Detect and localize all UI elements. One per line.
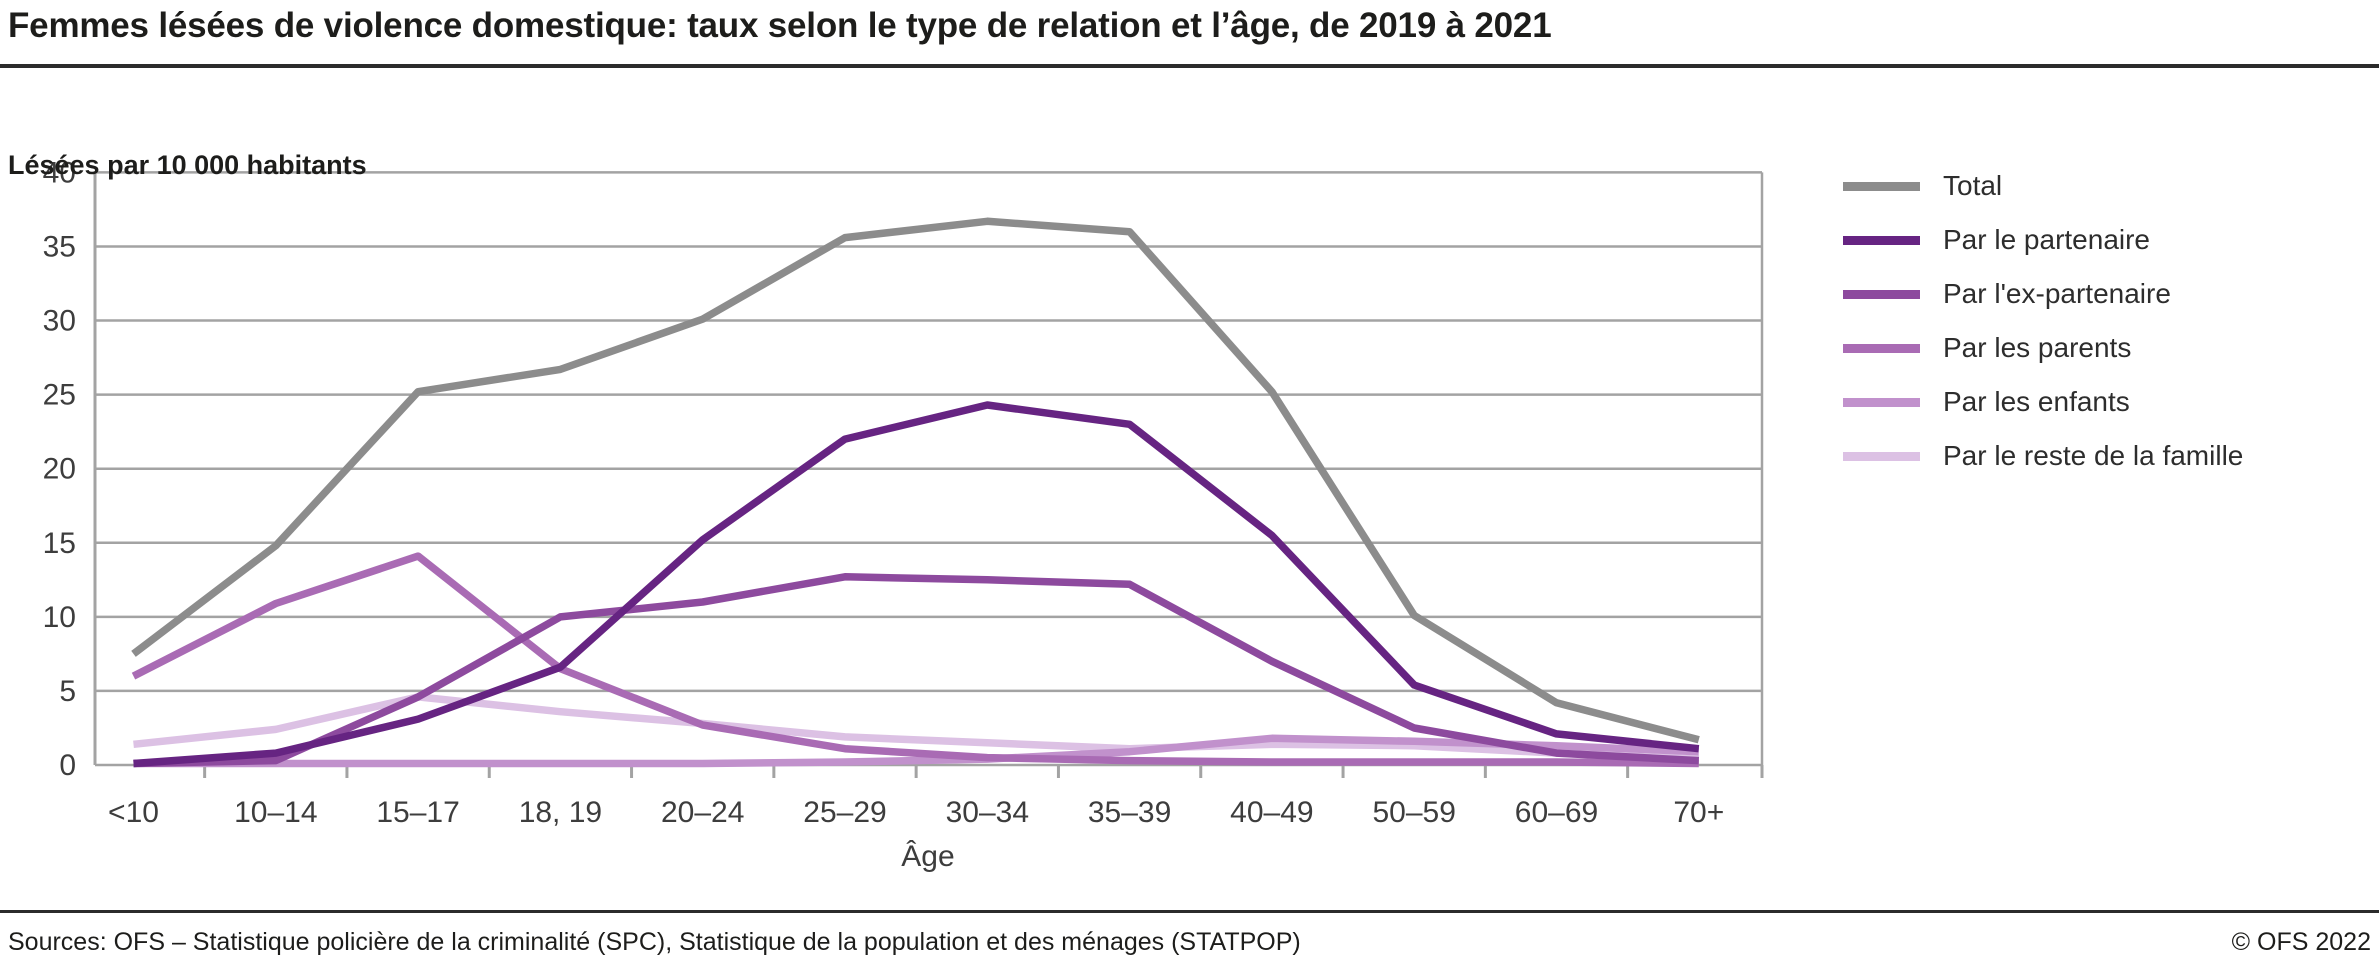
legend-label: Par l'ex-partenaire [1943, 278, 2171, 309]
legend-swatch-par-l-ex-partenaire [1843, 289, 1920, 299]
legend-item-par-le-partenaire: Par le partenaire [1843, 213, 2243, 267]
line-par-les-enfants [133, 734, 1699, 768]
y-tick-label-20: 20 [43, 453, 76, 486]
legend-label: Par le reste de la famille [1943, 440, 2244, 471]
y-tick-label-35: 35 [43, 230, 76, 263]
footer-rule [0, 910, 2379, 913]
x-axis-title: Âge [901, 840, 954, 873]
legend-item-par-les-enfants: Par les enfants [1843, 375, 2243, 429]
x-tick-label-20-24: 20–24 [661, 796, 744, 829]
line-par-l-ex-partenaire [133, 573, 1699, 768]
y-axis-tick-labels: 0 5 10 15 20 25 30 35 40 [43, 156, 76, 782]
line-chart: 0 5 10 15 20 25 30 35 40 <10 10–14 15–17 18, 19 20–2… [43, 156, 1764, 873]
legend: Total Par le partenaire Par l'ex-partenair… [1843, 159, 2243, 483]
y-tick-label-40: 40 [43, 156, 76, 189]
data-lines [131, 217, 1700, 768]
x-tick-label-25-29: 25–29 [803, 796, 886, 829]
line-total [131, 217, 1700, 744]
line-par-les-parents [131, 552, 1699, 768]
footer-copyright: © OFS 2022 [2231, 928, 2371, 956]
legend-item-par-l-ex-partenaire: Par l'ex-partenaire [1843, 267, 2243, 321]
x-tick-label-60-69: 60–69 [1515, 796, 1598, 829]
x-tick-label-40-49: 40–49 [1230, 796, 1313, 829]
x-tick-label-35-39: 35–39 [1088, 796, 1171, 829]
legend-label: Total [1943, 170, 2003, 201]
legend-swatch-total [1843, 181, 1920, 191]
legend-item-total: Total [1843, 159, 2243, 213]
legend-label: Par les enfants [1943, 386, 2130, 417]
line-par-le-partenaire [133, 401, 1700, 768]
y-tick-label-25: 25 [43, 379, 76, 412]
legend-item-par-les-parents: Par les parents [1843, 321, 2243, 375]
legend-item-par-le-reste-de-la-famille: Par le reste de la famille [1843, 429, 2243, 483]
x-tick-label-18-19: 18, 19 [519, 796, 602, 829]
y-tick-label-10: 10 [43, 601, 76, 634]
y-tick-label-15: 15 [43, 527, 76, 560]
y-tick-label-0: 0 [59, 749, 76, 782]
page-title: Femmes lésées de violence domestique: ta… [8, 6, 1552, 45]
chart-unit-label: Lésées par 10 000 habitants [8, 150, 367, 180]
legend-swatch-par-les-enfants [1843, 397, 1920, 407]
y-tick-label-5: 5 [59, 675, 76, 708]
x-tick-label-70: 70+ [1673, 796, 1724, 829]
x-tick-label-10: <10 [108, 796, 159, 829]
title-rule [0, 64, 2379, 68]
y-tick-label-30: 30 [43, 305, 76, 338]
legend-label: Par le partenaire [1943, 224, 2151, 255]
x-axis-tick-labels: <10 10–14 15–17 18, 19 20–24 25–29 30–34 35–39 4… [108, 796, 1724, 829]
x-tick-label-15-17: 15–17 [376, 796, 459, 829]
x-tick-label-30-34: 30–34 [946, 796, 1029, 829]
x-tick-label-50-59: 50–59 [1372, 796, 1455, 829]
footer-sources: Sources: OFS – Statistique policière de … [8, 928, 1301, 956]
legend-swatch-par-le-partenaire [1843, 235, 1920, 245]
x-tick-label-10-14: 10–14 [234, 796, 317, 829]
legend-label: Par les parents [1943, 332, 2132, 363]
legend-swatch-par-les-parents [1843, 343, 1920, 353]
line-par-le-reste-de-la-famille [133, 693, 1699, 763]
legend-swatch-par-le-reste-de-la-famille [1843, 451, 1920, 461]
